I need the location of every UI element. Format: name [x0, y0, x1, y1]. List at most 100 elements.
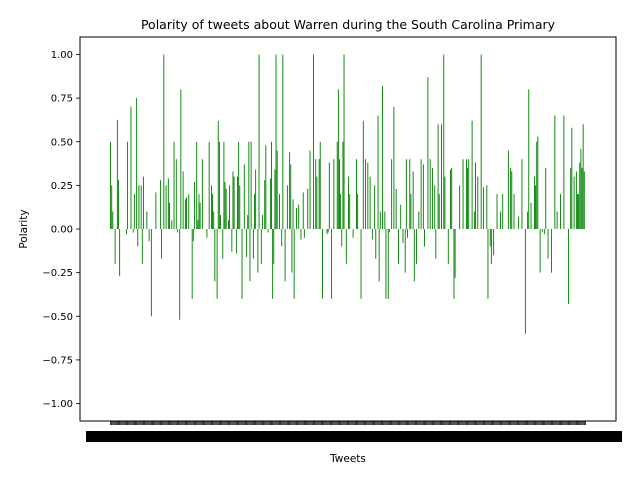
bar	[502, 194, 504, 229]
bar	[326, 229, 328, 235]
bar	[387, 229, 389, 299]
bar	[298, 204, 300, 229]
bar	[179, 229, 181, 320]
bar	[328, 162, 330, 229]
bar	[567, 229, 569, 305]
bar	[267, 229, 269, 233]
bar	[127, 141, 129, 229]
bar	[249, 229, 251, 282]
bar	[582, 124, 584, 229]
bar	[496, 194, 498, 229]
bar	[427, 77, 429, 230]
x-axis-label: Tweets	[329, 453, 366, 465]
bar	[404, 229, 406, 273]
bar	[133, 194, 135, 229]
bar	[371, 229, 373, 240]
bar	[257, 229, 259, 273]
bar	[468, 159, 470, 229]
bar	[216, 229, 218, 299]
bar	[378, 229, 380, 282]
bar	[563, 115, 565, 229]
bar	[182, 171, 184, 229]
bar	[441, 124, 442, 229]
bar	[571, 127, 573, 229]
bar	[247, 215, 249, 229]
bar	[286, 185, 288, 229]
bar	[173, 141, 175, 229]
bar	[356, 159, 357, 229]
bar	[340, 194, 342, 229]
bar	[578, 194, 580, 229]
bar	[518, 216, 520, 229]
bar	[341, 229, 343, 247]
bar	[420, 159, 422, 229]
bar	[507, 150, 509, 229]
bar	[377, 115, 379, 229]
bar	[180, 89, 182, 229]
bar	[196, 141, 198, 229]
bar	[252, 229, 254, 259]
bar	[345, 229, 347, 264]
bar	[352, 229, 354, 238]
bar	[524, 229, 526, 334]
bar	[511, 171, 513, 229]
bar	[554, 115, 556, 229]
bar	[119, 229, 121, 277]
bar	[146, 211, 148, 229]
bar	[137, 229, 139, 247]
bar	[191, 229, 193, 299]
bar	[271, 141, 272, 229]
bar	[272, 229, 274, 299]
bar	[141, 229, 143, 264]
bar	[161, 229, 163, 259]
bar	[169, 202, 170, 229]
bar	[275, 54, 277, 230]
bar	[290, 164, 292, 229]
bar	[437, 124, 439, 229]
bar	[577, 194, 578, 229]
bar	[148, 229, 150, 242]
bar	[269, 178, 271, 229]
bar	[487, 229, 489, 299]
bar	[374, 185, 376, 229]
bar	[530, 202, 532, 229]
bar	[459, 185, 461, 229]
bar	[400, 204, 402, 229]
bar	[550, 229, 552, 273]
bar	[231, 229, 233, 252]
bar	[165, 185, 167, 229]
bar	[547, 229, 549, 259]
bar	[418, 211, 420, 229]
bar	[171, 220, 173, 229]
y-tick-label: −0.50	[42, 312, 73, 323]
bar	[318, 159, 320, 229]
bar	[581, 167, 583, 229]
bar	[220, 215, 221, 229]
bar	[545, 167, 547, 229]
bar	[409, 159, 411, 229]
bar	[349, 194, 351, 229]
bar	[362, 120, 364, 229]
bar	[293, 229, 295, 299]
bar	[444, 176, 446, 229]
bar	[451, 167, 453, 229]
bar	[237, 176, 238, 229]
bar	[309, 150, 311, 229]
bar	[111, 185, 113, 229]
bar	[575, 171, 577, 229]
bar	[388, 229, 390, 233]
bar	[118, 180, 119, 229]
bar	[273, 229, 275, 264]
bar	[248, 141, 250, 229]
bar	[348, 176, 350, 229]
bar	[212, 194, 214, 229]
bar	[429, 159, 431, 229]
bar	[395, 188, 397, 229]
bar	[541, 229, 543, 233]
y-tick-label: 0.50	[51, 137, 73, 148]
y-tick-label: 0.75	[51, 94, 73, 105]
bar	[232, 171, 234, 229]
bar	[159, 180, 161, 229]
bar-series	[110, 54, 585, 334]
bar	[327, 229, 329, 233]
